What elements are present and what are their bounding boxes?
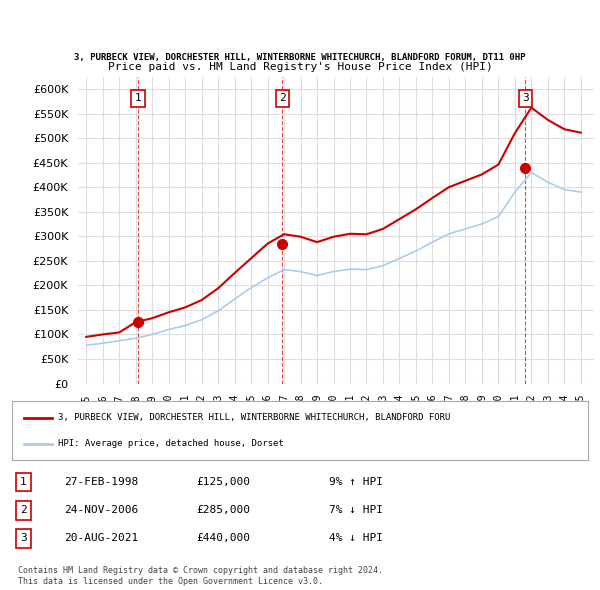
Text: 3: 3 xyxy=(20,533,27,543)
Text: £440,000: £440,000 xyxy=(196,533,250,543)
Text: Contains HM Land Registry data © Crown copyright and database right 2024.
This d: Contains HM Land Registry data © Crown c… xyxy=(18,566,383,586)
Text: £125,000: £125,000 xyxy=(196,477,250,487)
Text: HPI: Average price, detached house, Dorset: HPI: Average price, detached house, Dors… xyxy=(58,439,284,448)
Text: Price paid vs. HM Land Registry's House Price Index (HPI): Price paid vs. HM Land Registry's House … xyxy=(107,62,493,72)
Text: 3: 3 xyxy=(522,93,529,103)
Text: 2: 2 xyxy=(279,93,286,103)
Text: 24-NOV-2006: 24-NOV-2006 xyxy=(64,505,138,515)
Text: 4% ↓ HPI: 4% ↓ HPI xyxy=(329,533,383,543)
Text: 20-AUG-2021: 20-AUG-2021 xyxy=(64,533,138,543)
Text: 3, PURBECK VIEW, DORCHESTER HILL, WINTERBORNE WHITECHURCH, BLANDFORD FORUM, DT11: 3, PURBECK VIEW, DORCHESTER HILL, WINTER… xyxy=(74,53,526,62)
Text: 2: 2 xyxy=(20,505,27,515)
Text: £285,000: £285,000 xyxy=(196,505,250,515)
Text: 1: 1 xyxy=(135,93,142,103)
Text: 9% ↑ HPI: 9% ↑ HPI xyxy=(329,477,383,487)
Text: 7% ↓ HPI: 7% ↓ HPI xyxy=(329,505,383,515)
Text: 27-FEB-1998: 27-FEB-1998 xyxy=(64,477,138,487)
Text: 1: 1 xyxy=(20,477,27,487)
Text: 3, PURBECK VIEW, DORCHESTER HILL, WINTERBORNE WHITECHURCH, BLANDFORD FORU: 3, PURBECK VIEW, DORCHESTER HILL, WINTER… xyxy=(58,413,451,422)
